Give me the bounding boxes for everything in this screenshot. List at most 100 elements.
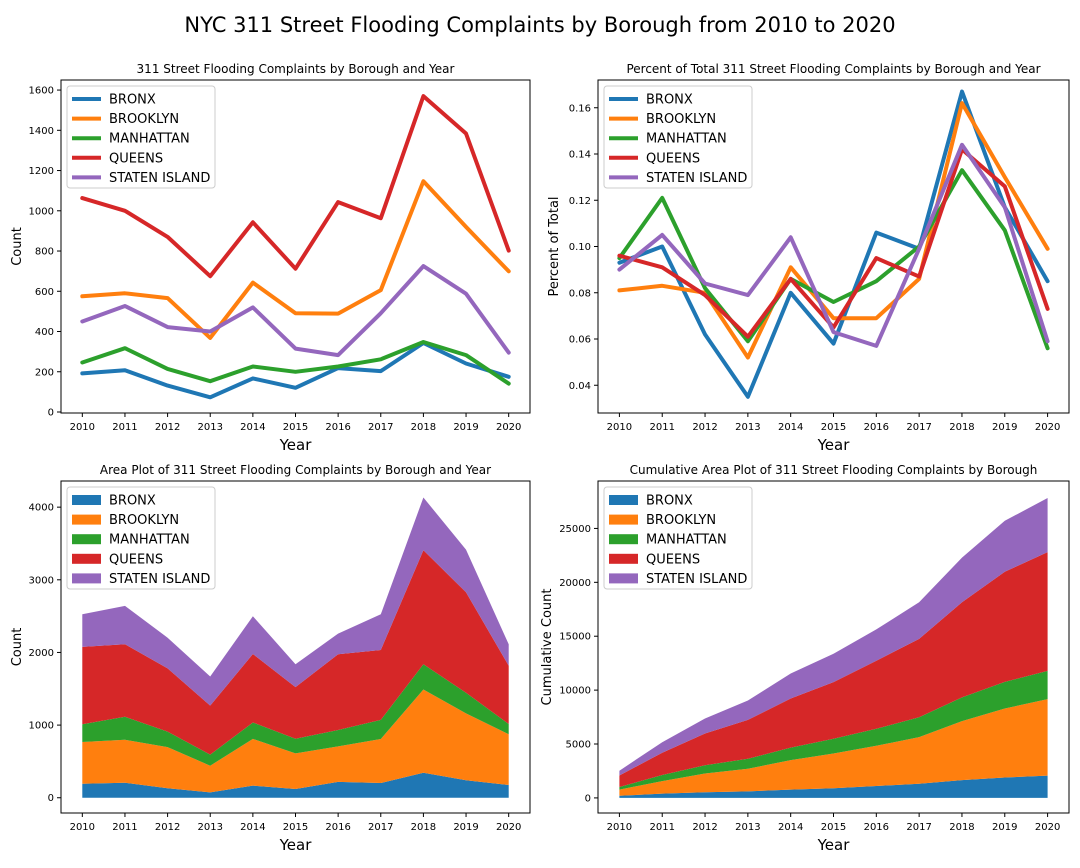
x-axis-label: Year: [817, 836, 851, 854]
x-tick-label: 2020: [1035, 422, 1060, 433]
line-chart-counts: 2010 2011 2012 2013 2014 2015 2016 2017 2018 2019…: [10, 62, 531, 454]
legend-swatch: [72, 495, 101, 505]
legend-swatch: [72, 514, 101, 525]
x-tick-label: 2017: [368, 422, 393, 433]
y-tick-label: 1000: [29, 206, 54, 217]
legend-label: QUEENS: [646, 151, 700, 166]
y-tick-label: 0.10: [569, 242, 591, 253]
y-tick-label: 0.06: [569, 335, 591, 346]
legend: BRONX BROOKLYN MANHATTAN QUEENS STATEN ISLAN…: [66, 486, 216, 590]
y-tick-label: 1600: [29, 86, 54, 97]
y-tick-label: 0.08: [569, 288, 591, 299]
x-tick-label: 2011: [650, 822, 675, 833]
y-tick-label: 0: [48, 793, 54, 804]
line-series-staten-island: [617, 142, 1050, 348]
legend: BRONX BROOKLYN MANHATTAN QUEENS STATEN ISLAN…: [603, 486, 753, 590]
line-series-queens: [80, 94, 511, 279]
x-axis-label: Year: [817, 436, 851, 454]
area-series-brooklyn: [82, 689, 509, 793]
y-tick-label: 400: [35, 327, 54, 338]
legend-box: [66, 85, 216, 189]
x-tick-label: 2015: [821, 422, 846, 433]
line-series-manhattan: [617, 168, 1050, 351]
legend: BRONX BROOKLYN MANHATTAN QUEENS STATEN ISLAN…: [603, 85, 753, 189]
legend-label: STATEN ISLAND: [109, 572, 210, 587]
legend-swatch: [609, 534, 638, 545]
legend-label: QUEENS: [109, 151, 163, 166]
area-series-staten-island: [619, 498, 1048, 776]
area-series-bronx: [82, 772, 509, 798]
x-tick-label: 2010: [70, 822, 95, 833]
y-tick-label: 800: [35, 247, 54, 258]
legend-label: BRONX: [646, 93, 693, 108]
legend-label: STATEN ISLAND: [109, 171, 210, 186]
area-chart-counts: 2010 2011 2012 2013 2014 2015 2016 2017 2018 2019…: [10, 463, 531, 854]
y-tick-label: 1200: [29, 166, 54, 177]
area-chart-cumulative: 2010 2011 2012 2013 2014 2015 2016 2017 2018 2019…: [540, 463, 1070, 854]
y-tick-label: 1000: [29, 721, 54, 732]
legend-label: BRONX: [109, 93, 156, 108]
x-tick-label: 2012: [155, 422, 180, 433]
x-tick-label: 2012: [692, 822, 717, 833]
legend-label: MANHATTAN: [646, 132, 727, 147]
legend-label: BRONX: [109, 494, 156, 509]
legend-label: BROOKLYN: [646, 112, 716, 127]
x-tick-label: 2020: [1035, 822, 1060, 833]
y-tick-label: 200: [35, 367, 54, 378]
x-tick-label: 2015: [283, 822, 308, 833]
chart-title: Area Plot of 311 Street Flooding Complai…: [100, 463, 491, 477]
x-tick-label: 2010: [70, 422, 95, 433]
legend-swatch: [609, 573, 638, 584]
x-tick-label: 2010: [607, 822, 632, 833]
x-tick-label: 2019: [453, 422, 478, 433]
legend-label: BROOKLYN: [646, 513, 716, 528]
y-tick-label: 5000: [566, 740, 591, 751]
y-tick-label: 0.12: [569, 196, 591, 207]
x-tick-label: 2013: [735, 422, 760, 433]
x-tick-label: 2017: [906, 822, 931, 833]
legend-swatch: [72, 534, 101, 545]
legend-label: MANHATTAN: [109, 132, 190, 147]
legend-swatch: [609, 495, 638, 505]
area-series-manhattan: [82, 664, 509, 766]
x-tick-label: 2016: [864, 422, 889, 433]
legend-label: STATEN ISLAND: [646, 572, 747, 587]
y-axis-label: Count: [10, 628, 25, 667]
x-tick-label: 2017: [368, 822, 393, 833]
area-series-queens: [619, 552, 1048, 787]
x-tick-label: 2019: [453, 822, 478, 833]
y-tick-label: 0.04: [569, 381, 591, 392]
legend-label: BROOKLYN: [109, 513, 179, 528]
y-tick-label: 15000: [559, 632, 591, 643]
area-series-brooklyn: [619, 699, 1048, 796]
legend-box: [603, 486, 753, 590]
x-tick-label: 2013: [198, 822, 223, 833]
x-tick-label: 2016: [325, 422, 350, 433]
y-tick-label: 4000: [29, 503, 54, 514]
legend-label: QUEENS: [109, 552, 163, 567]
legend-box: [66, 486, 216, 590]
x-tick-label: 2014: [240, 422, 265, 433]
legend-label: BROOKLYN: [109, 112, 179, 127]
x-tick-label: 2014: [778, 422, 803, 433]
x-axis-label: Year: [279, 836, 313, 854]
x-tick-label: 2013: [735, 822, 760, 833]
chart-title: Percent of Total 311 Street Flooding Com…: [626, 62, 1040, 76]
x-tick-label: 2011: [112, 822, 137, 833]
x-tick-label: 2018: [949, 822, 974, 833]
y-tick-label: 0.14: [569, 150, 591, 161]
y-tick-label: 20000: [559, 578, 591, 589]
legend-label: MANHATTAN: [646, 533, 727, 548]
y-tick-label: 0.16: [569, 103, 591, 114]
legend: BRONX BROOKLYN MANHATTAN QUEENS STATEN ISLAN…: [66, 85, 216, 189]
y-axis-label: Count: [10, 227, 25, 266]
x-tick-label: 2015: [821, 822, 846, 833]
legend-label: STATEN ISLAND: [646, 171, 747, 186]
x-tick-label: 2011: [650, 422, 675, 433]
x-tick-label: 2018: [949, 422, 974, 433]
y-tick-label: 10000: [559, 686, 591, 697]
chart-title: Cumulative Area Plot of 311 Street Flood…: [630, 463, 1038, 477]
x-tick-label: 2012: [692, 422, 717, 433]
